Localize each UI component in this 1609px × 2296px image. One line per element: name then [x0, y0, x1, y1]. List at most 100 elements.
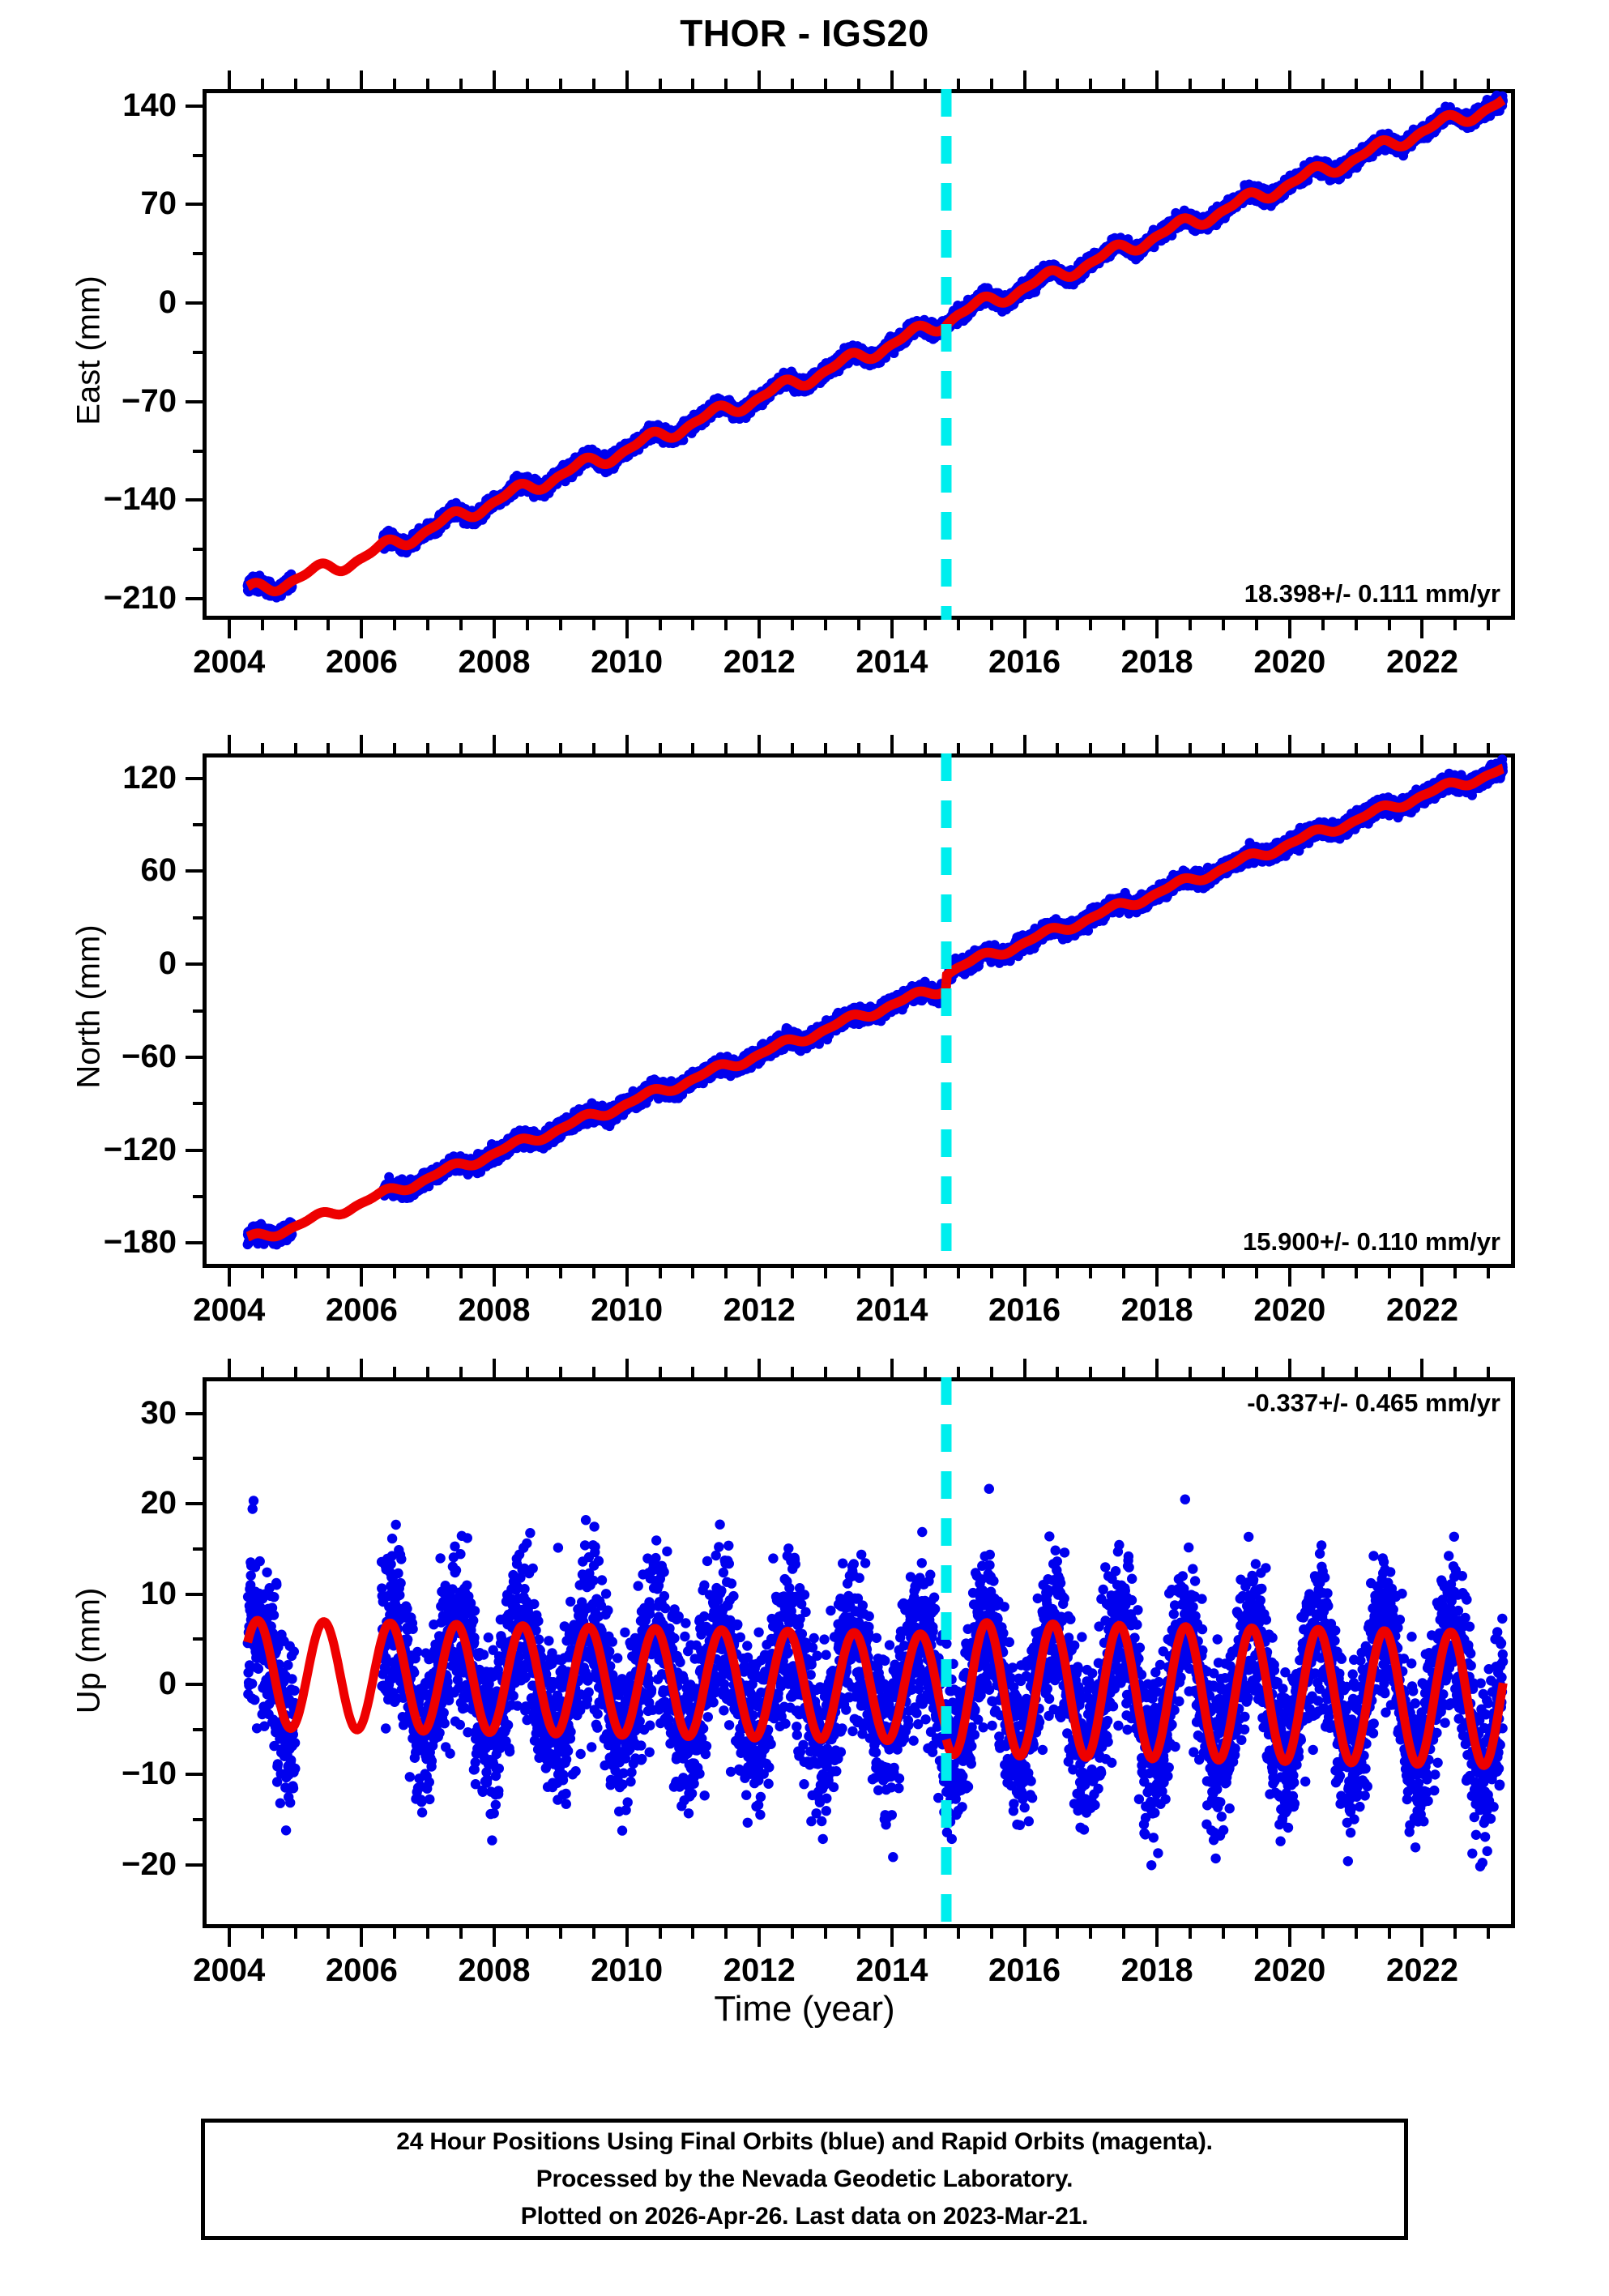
caption-box: 24 Hour Positions Using Final Orbits (bl…	[201, 2119, 1408, 2240]
xtick-mark	[393, 1927, 397, 1939]
ytick-mark	[193, 1637, 203, 1641]
xtick-label: 2004	[193, 1292, 266, 1328]
xtick-mark	[1487, 1267, 1491, 1278]
ytick-mark	[186, 1683, 203, 1687]
xtick-mark	[591, 1267, 595, 1278]
xtick-mark	[459, 1367, 463, 1378]
xtick-mark	[923, 79, 927, 90]
xtick-mark	[393, 1267, 397, 1278]
xtick-mark	[758, 1927, 762, 1947]
xtick-mark	[1122, 1267, 1126, 1278]
xtick-mark	[658, 743, 662, 754]
xtick-mark	[426, 1367, 430, 1378]
xtick-mark	[691, 1927, 695, 1939]
ytick-label: −60	[122, 1038, 177, 1074]
xtick-mark	[525, 1927, 529, 1939]
xtick-mark	[691, 743, 695, 754]
xtick-mark	[1321, 79, 1325, 90]
xtick-mark	[724, 619, 728, 630]
panel-east-plot	[203, 89, 1515, 620]
xtick-mark	[227, 735, 231, 754]
xtick-mark	[1189, 743, 1193, 754]
ytick-mark	[186, 498, 203, 502]
xtick-mark	[493, 619, 496, 638]
xtick-label: 2018	[1120, 1292, 1193, 1328]
xtick-mark	[1022, 619, 1026, 638]
xtick-mark	[857, 619, 860, 630]
xtick-mark	[1222, 743, 1225, 754]
xtick-label: 2010	[591, 1292, 664, 1328]
ytick-label: 140	[122, 87, 177, 123]
xtick-mark	[1022, 70, 1026, 90]
xtick-label: 2008	[458, 644, 531, 680]
xtick-mark	[923, 743, 927, 754]
xtick-mark	[426, 1267, 430, 1278]
xtick-mark	[658, 1927, 662, 1939]
xtick-mark	[227, 1267, 231, 1287]
xtick-mark	[1089, 1267, 1093, 1278]
xtick-mark	[1287, 1359, 1291, 1378]
xtick-mark	[558, 1267, 562, 1278]
xtick-mark	[625, 735, 629, 754]
xtick-mark	[658, 619, 662, 630]
xtick-mark	[1453, 619, 1457, 630]
xtick-mark	[1420, 1927, 1424, 1947]
xtick-mark	[260, 743, 264, 754]
xtick-mark	[360, 1927, 364, 1947]
xtick-mark	[1287, 1927, 1291, 1947]
xtick-mark	[1122, 1927, 1126, 1939]
xtick-mark	[989, 1267, 993, 1278]
xtick-mark	[625, 1927, 629, 1947]
xtick-mark	[393, 79, 397, 90]
xtick-label: 2012	[723, 1952, 796, 1988]
xtick-mark	[824, 1367, 828, 1378]
ytick-mark	[193, 1818, 203, 1822]
xtick-mark	[393, 1367, 397, 1378]
xtick-mark	[525, 619, 529, 630]
panel-up-plot	[203, 1377, 1515, 1928]
xtick-mark	[791, 619, 795, 630]
xtick-mark	[1155, 735, 1159, 754]
xtick-mark	[1387, 79, 1391, 90]
xtick-mark	[1387, 619, 1391, 630]
xtick-mark	[558, 1927, 562, 1939]
xtick-label: 2016	[988, 1292, 1061, 1328]
xtick-mark	[791, 1367, 795, 1378]
xtick-label: 2022	[1385, 1292, 1458, 1328]
xtick-mark	[525, 1367, 529, 1378]
xtick-mark	[1387, 1927, 1391, 1939]
xtick-mark	[1354, 79, 1358, 90]
xtick-mark	[1155, 70, 1159, 90]
xtick-mark	[1487, 743, 1491, 754]
xtick-mark	[591, 619, 595, 630]
xtick-mark	[1387, 1267, 1391, 1278]
xtick-mark	[824, 1267, 828, 1278]
xtick-mark	[923, 1927, 927, 1939]
xtick-mark	[989, 619, 993, 630]
xtick-mark	[857, 79, 860, 90]
xtick-mark	[326, 1267, 331, 1278]
xtick-mark	[956, 1267, 960, 1278]
xtick-mark	[1155, 619, 1159, 638]
xtick-mark	[923, 619, 927, 630]
xtick-mark	[1122, 619, 1126, 630]
panel-north-plot	[203, 753, 1515, 1268]
ytick-mark	[186, 1773, 203, 1777]
ytick-mark	[186, 1055, 203, 1059]
xtick-mark	[1089, 619, 1093, 630]
caption-line-1: 24 Hour Positions Using Final Orbits (bl…	[396, 2128, 1213, 2155]
xtick-label: 2014	[856, 1952, 928, 1988]
xtick-mark	[691, 79, 695, 90]
xtick-mark	[293, 79, 297, 90]
ytick-label: 30	[140, 1394, 177, 1431]
ytick-label: 10	[140, 1575, 177, 1611]
ytick-label: 0	[158, 945, 177, 982]
xtick-mark	[1189, 79, 1193, 90]
xtick-label: 2012	[723, 1292, 796, 1328]
xtick-mark	[758, 1359, 762, 1378]
xtick-mark	[1453, 1267, 1457, 1278]
ytick-mark	[186, 596, 203, 600]
xtick-mark	[326, 1927, 331, 1939]
xtick-mark	[956, 619, 960, 630]
xtick-mark	[426, 1927, 430, 1939]
